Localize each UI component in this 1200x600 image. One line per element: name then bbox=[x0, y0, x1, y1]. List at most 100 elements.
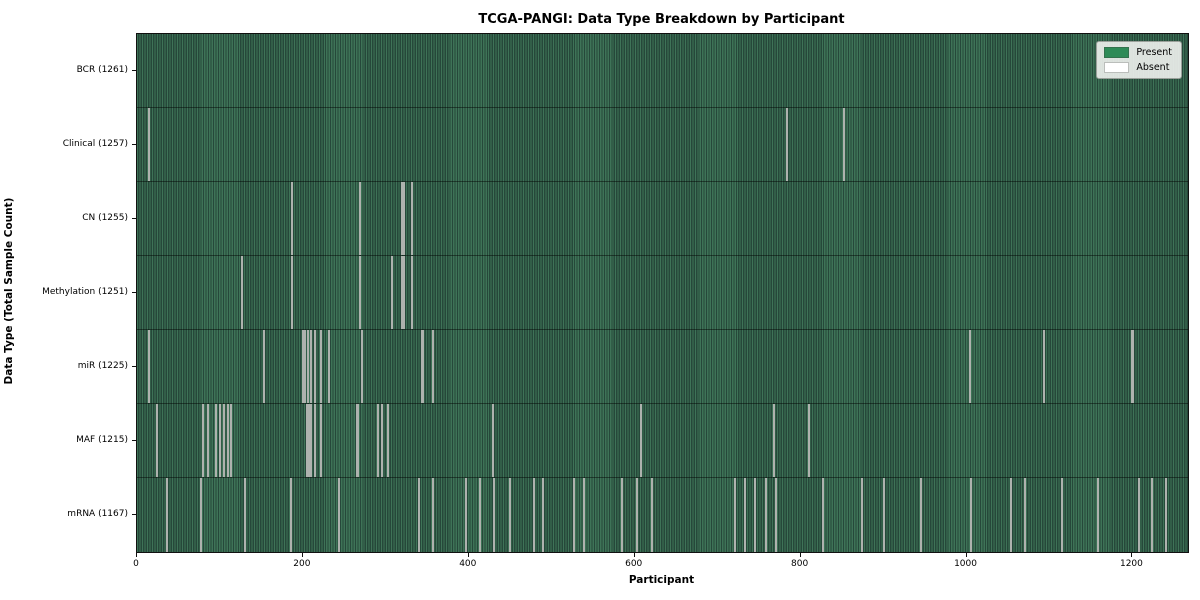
x-tick-label: 800 bbox=[791, 559, 809, 569]
absent-stripe bbox=[380, 404, 383, 477]
absent-stripe bbox=[310, 330, 313, 403]
absent-stripe bbox=[314, 330, 317, 403]
row-Clinical bbox=[137, 108, 1188, 182]
y-tick-mark bbox=[132, 70, 136, 71]
absent-stripe bbox=[307, 404, 310, 477]
absent-stripe bbox=[418, 478, 421, 552]
absent-stripe bbox=[1164, 478, 1167, 552]
absent-stripe bbox=[147, 330, 150, 403]
absent-stripe bbox=[387, 404, 390, 477]
absent-stripe bbox=[744, 478, 747, 552]
absent-stripe bbox=[410, 182, 413, 255]
x-tick-mark bbox=[301, 552, 303, 557]
absent-stripe bbox=[227, 404, 230, 477]
absent-stripe bbox=[320, 330, 323, 403]
absent-stripe bbox=[822, 478, 824, 552]
absent-stripe bbox=[327, 330, 330, 403]
x-tick-mark bbox=[799, 552, 801, 557]
chart-title: TCGA-PANGI: Data Type Breakdown by Parti… bbox=[478, 12, 845, 27]
absent-stripe bbox=[968, 330, 971, 403]
absent-stripe bbox=[262, 330, 265, 403]
absent-stripe bbox=[532, 478, 535, 552]
absent-stripe bbox=[155, 404, 158, 477]
absent-stripe bbox=[376, 404, 379, 477]
absent-stripe bbox=[807, 404, 810, 477]
absent-stripe bbox=[773, 404, 776, 477]
absent-stripe bbox=[492, 478, 495, 552]
absent-stripe bbox=[337, 478, 340, 552]
absent-stripe bbox=[420, 330, 423, 403]
y-tick-mark bbox=[132, 440, 136, 441]
absent-stripe bbox=[218, 404, 221, 477]
absent-stripe bbox=[1043, 330, 1046, 403]
absent-stripe bbox=[764, 478, 767, 552]
absent-stripe bbox=[306, 404, 309, 477]
absent-stripe bbox=[432, 478, 435, 552]
absent-stripe bbox=[223, 404, 226, 477]
y-tick-label-CN: CN (1255) bbox=[82, 213, 128, 223]
absent-stripe bbox=[320, 404, 323, 477]
y-tick-mark bbox=[132, 218, 136, 219]
x-axis-label: Participant bbox=[628, 574, 695, 586]
y-tick-label-Methylation: Methylation (1251) bbox=[42, 287, 128, 297]
x-tick-mark bbox=[1131, 552, 1133, 557]
absent-stripe bbox=[390, 256, 393, 329]
legend: Present Absent bbox=[1096, 41, 1182, 79]
absent-stripe bbox=[360, 330, 363, 403]
x-tick-mark bbox=[965, 552, 967, 557]
x-tick-mark bbox=[633, 552, 635, 557]
absent-stripe bbox=[969, 478, 972, 552]
row-MAF bbox=[137, 404, 1188, 478]
absent-stripe bbox=[860, 478, 863, 552]
absent-stripe bbox=[291, 182, 294, 255]
absent-stripe bbox=[403, 256, 406, 329]
y-tick-mark bbox=[132, 514, 136, 515]
absent-stripe bbox=[202, 404, 205, 477]
absent-stripe bbox=[165, 478, 168, 552]
absent-stripe bbox=[542, 478, 545, 552]
absent-stripe bbox=[240, 256, 243, 329]
absent-stripe bbox=[199, 478, 202, 552]
absent-stripe bbox=[785, 108, 788, 181]
absent-stripe bbox=[301, 330, 304, 403]
y-tick-mark bbox=[132, 366, 136, 367]
y-tick-label-miR: miR (1225) bbox=[77, 361, 128, 371]
absent-stripe bbox=[774, 478, 777, 552]
absent-stripe bbox=[410, 256, 413, 329]
absent-stripe bbox=[310, 404, 313, 477]
absent-stripe bbox=[1138, 478, 1141, 552]
absent-stripe bbox=[842, 108, 845, 181]
absent-stripe bbox=[1130, 330, 1133, 403]
absent-stripe bbox=[422, 330, 425, 403]
y-tick-label-MAF: MAF (1215) bbox=[76, 435, 128, 445]
absent-stripe bbox=[1023, 478, 1026, 552]
absent-stripe bbox=[573, 478, 576, 552]
absent-stripe bbox=[919, 478, 922, 552]
absent-stripe bbox=[359, 256, 362, 329]
absent-stripe bbox=[401, 256, 404, 329]
absent-stripe bbox=[478, 478, 481, 552]
x-tick-label: 0 bbox=[133, 559, 139, 569]
row-BCR bbox=[137, 34, 1188, 108]
absent-stripe bbox=[357, 404, 360, 477]
absent-stripe bbox=[1132, 330, 1135, 403]
x-tick-mark bbox=[136, 552, 137, 557]
absent-stripe bbox=[314, 404, 317, 477]
absent-stripe bbox=[229, 404, 232, 477]
absent-stripe bbox=[639, 404, 642, 477]
y-tick-label-BCR: BCR (1261) bbox=[76, 65, 128, 75]
absent-stripe bbox=[465, 478, 468, 552]
x-tick-label: 1000 bbox=[954, 559, 977, 569]
absent-stripe bbox=[636, 478, 639, 552]
rows-container bbox=[137, 34, 1188, 552]
absent-stripe bbox=[1151, 478, 1154, 552]
absent-stripe bbox=[651, 478, 654, 552]
absent-stripe bbox=[290, 478, 293, 552]
absent-stripe bbox=[403, 182, 406, 255]
row-CN bbox=[137, 182, 1188, 256]
absent-stripe bbox=[243, 478, 246, 552]
absent-stripe bbox=[1060, 478, 1063, 552]
row-Methylation bbox=[137, 256, 1188, 330]
absent-stripe bbox=[206, 404, 209, 477]
